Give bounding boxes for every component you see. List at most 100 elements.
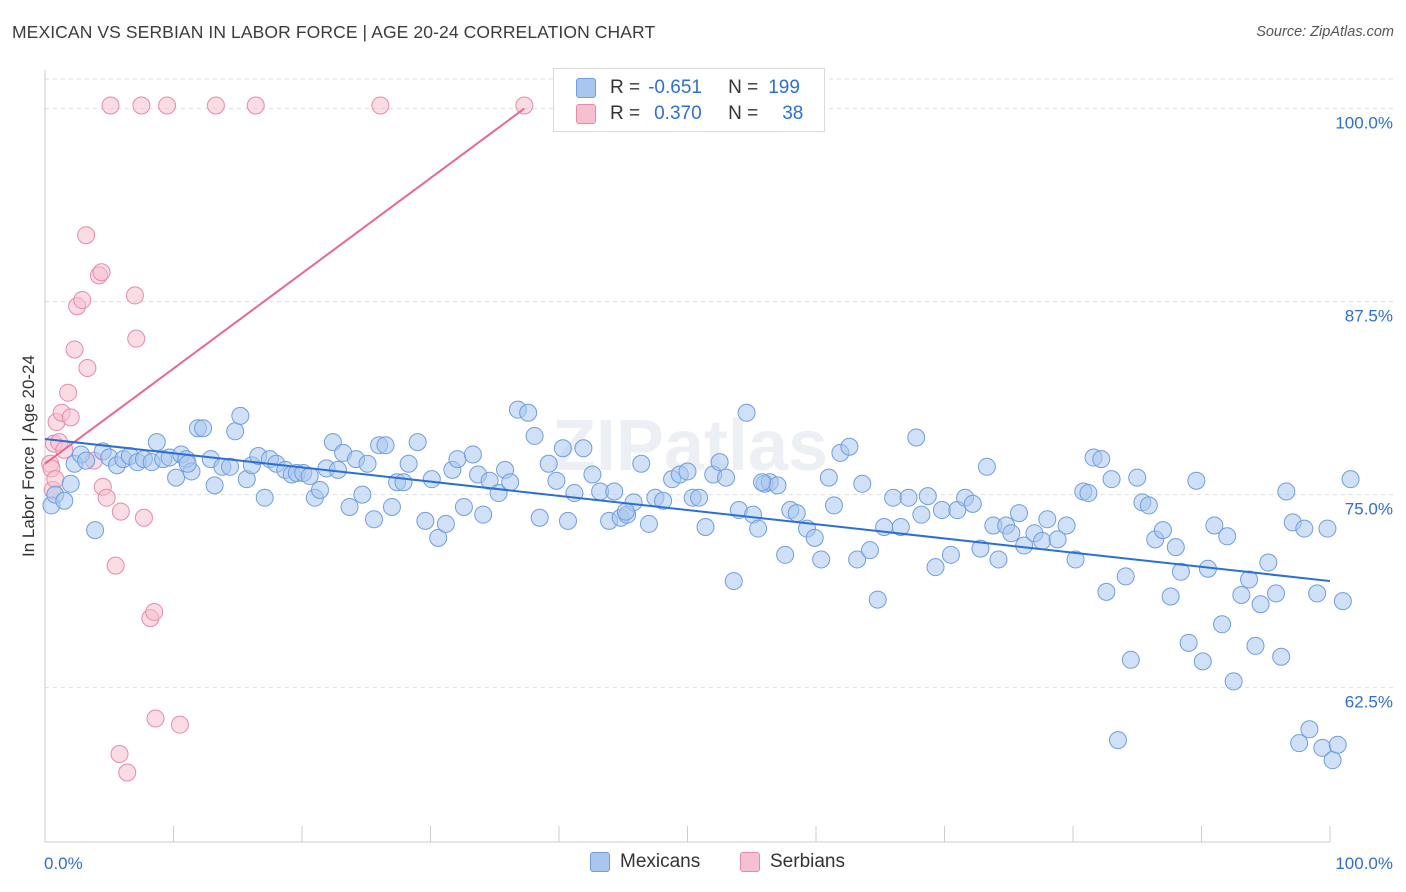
mexican-point [840, 437, 859, 456]
chart-title: MEXICAN VS SERBIAN IN LABOR FORCE | AGE … [12, 22, 656, 42]
legend-row-mexicans: R = -0.651 N = 199 [576, 77, 800, 99]
mexican-point [340, 497, 359, 516]
source-label: Source: ZipAtlas.com [1256, 24, 1394, 40]
mexican-point [300, 467, 319, 486]
mexican-point [525, 426, 544, 445]
legend-r-label: R = [610, 103, 641, 124]
mexican-point [1066, 550, 1085, 569]
legend-r-value: -0.651 [648, 77, 702, 98]
mexican-point [255, 488, 274, 507]
mexican-point [654, 491, 673, 510]
y-tick-label: 62.5% [1345, 693, 1393, 712]
mexican-point [1010, 504, 1029, 523]
mexican-point [519, 403, 538, 422]
serbian-point [46, 470, 65, 489]
mexican-point [1300, 720, 1319, 739]
stats-legend: R = -0.651 N = 199 R = 0.370 N = 38 [553, 68, 825, 132]
mexican-point [768, 476, 787, 495]
mexican-point [221, 457, 240, 476]
mexican-point [989, 550, 1008, 569]
mexican-point [463, 445, 482, 464]
serbian-point [77, 226, 96, 245]
serbian-point [97, 488, 116, 507]
mexican-point [899, 488, 918, 507]
mexican-point [1038, 510, 1057, 529]
mexican-point [1308, 584, 1327, 603]
legend-n-label: N = [728, 77, 759, 98]
serbian-trendline [44, 107, 525, 465]
y-tick-label: 100.0% [1335, 114, 1393, 133]
serbian-point [206, 96, 225, 115]
serbian-point [92, 263, 111, 282]
mexican-point [574, 439, 593, 458]
serbian-point [127, 329, 146, 348]
y-axis-label: In Labor Force | Age 20-24 [19, 355, 38, 557]
legend-item-serbians[interactable]: Serbians [740, 851, 845, 873]
serbian-point [145, 602, 164, 621]
serbian-point [65, 340, 84, 359]
mexican-point [547, 471, 566, 490]
serbian-point [125, 286, 144, 305]
mexican-point [454, 497, 473, 516]
mexican-point [1272, 647, 1291, 666]
mexican-point [1193, 652, 1212, 671]
serbian-point [118, 763, 137, 782]
mexican-point [1246, 636, 1265, 655]
mexican-point [971, 539, 990, 558]
mexican-point [776, 545, 795, 564]
legend-item-mexicans[interactable]: Mexicans [590, 851, 700, 873]
serbian-point [110, 744, 129, 763]
mexican-point [86, 521, 105, 540]
mexican-point [583, 465, 602, 484]
mexican-point [429, 528, 448, 547]
legend-n-value: 199 [768, 77, 800, 98]
mexican-point [749, 519, 768, 538]
mexican-point [632, 454, 651, 473]
mexican-point [1213, 615, 1232, 634]
mexican-point [907, 428, 926, 447]
mexican-point [787, 504, 806, 523]
mexican-point [194, 419, 213, 438]
mexican-point [805, 528, 824, 547]
mexican-point [167, 468, 186, 487]
mexican-point [310, 480, 329, 499]
serbian-points [41, 96, 534, 782]
mexican-point [539, 454, 558, 473]
mexican-point [1139, 496, 1158, 515]
mexican-point [912, 505, 931, 524]
mexican-point [1224, 672, 1243, 691]
serbian-point [78, 358, 97, 377]
mexican-point [918, 487, 937, 506]
mexican-point [1092, 450, 1111, 469]
mexican-point [941, 545, 960, 564]
gridlines [45, 78, 1395, 689]
mexican-point [1251, 595, 1270, 614]
mexican-point [1205, 516, 1224, 535]
mexican-point [1179, 633, 1198, 652]
mexican-point [358, 454, 377, 473]
mexican-point [1002, 524, 1021, 543]
serbian-point [246, 96, 265, 115]
mexican-point [231, 406, 250, 425]
serbian-point [371, 96, 390, 115]
mexican-point [1097, 582, 1116, 601]
mexican-point [1048, 530, 1067, 549]
x-tick-label: 0.0% [44, 854, 83, 873]
mexican-points [42, 400, 1360, 770]
mexican-point [226, 422, 245, 441]
mexican-point [394, 473, 413, 492]
serbian-point [59, 383, 78, 402]
mexican-point [1240, 570, 1259, 589]
mexican-point [376, 436, 395, 455]
legend-label-serbians: Serbians [770, 851, 845, 872]
y-tick-label: 75.0% [1345, 500, 1393, 519]
mexican-point [639, 514, 658, 533]
mexican-point [436, 514, 455, 533]
mexican-point [891, 518, 910, 537]
mexican-point [353, 485, 372, 504]
legend-r-label: R = [610, 77, 641, 98]
mexican-point [1102, 470, 1121, 489]
mexican-point [448, 450, 467, 469]
series-legend: Mexicans Serbians [0, 851, 1406, 877]
mexican-point [753, 473, 772, 492]
